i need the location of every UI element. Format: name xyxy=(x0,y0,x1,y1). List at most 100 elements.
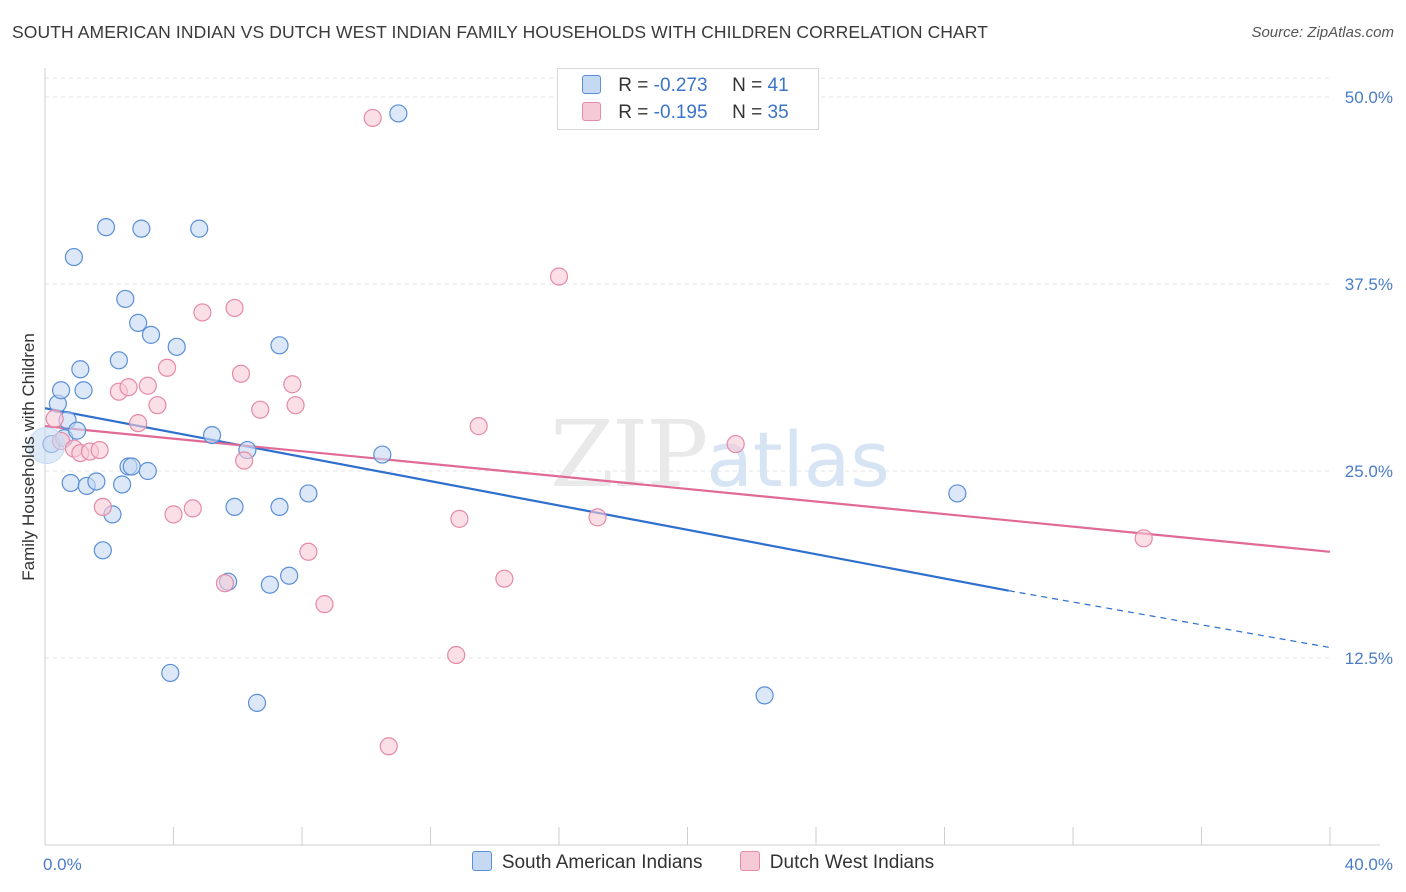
data-point xyxy=(299,484,318,503)
data-point xyxy=(45,409,64,428)
chart-title: SOUTH AMERICAN INDIAN VS DUTCH WEST INDI… xyxy=(12,22,989,42)
data-point xyxy=(270,497,289,517)
legend-swatch-blue xyxy=(471,851,492,871)
y-tick-label: 25.0% xyxy=(1345,462,1393,481)
watermark: ZIPatlas xyxy=(550,401,890,508)
data-point xyxy=(450,509,469,528)
r-value: -0.273 xyxy=(653,75,708,96)
data-point xyxy=(231,364,251,383)
data-point xyxy=(251,400,270,419)
data-point xyxy=(68,421,87,440)
y-tick-label: 12.5% xyxy=(1345,649,1393,668)
data-point xyxy=(193,303,212,322)
legend-label: Dutch West Indians xyxy=(769,852,935,873)
data-point xyxy=(129,313,148,332)
data-point xyxy=(183,499,202,518)
data-point xyxy=(116,289,135,309)
r-label: R = xyxy=(618,102,649,123)
data-point xyxy=(164,505,183,524)
stats-row-south-american: R = -0.273 N = 41 xyxy=(582,75,789,101)
n-value: 35 xyxy=(767,102,789,123)
data-point xyxy=(315,595,334,614)
data-point xyxy=(270,336,289,355)
data-point xyxy=(93,541,112,560)
data-point xyxy=(280,566,299,585)
legend-label: South American Indians xyxy=(501,852,703,873)
data-point xyxy=(129,414,148,433)
series-legend: South American Indians Dutch West Indian… xyxy=(0,851,1406,874)
y-tick-label: 37.5% xyxy=(1345,275,1393,294)
n-value: 41 xyxy=(767,75,789,96)
r-value: -0.195 xyxy=(653,102,708,123)
data-point xyxy=(87,472,106,491)
data-point xyxy=(389,104,408,123)
data-point xyxy=(119,378,138,397)
data-point-cluster xyxy=(28,427,66,465)
data-point xyxy=(190,219,209,238)
data-point xyxy=(549,267,569,286)
data-point xyxy=(588,508,607,527)
tick-labels: 12.5% 25.0% 37.5% 50.0% 0.0% 40.0% xyxy=(43,88,1393,874)
data-point xyxy=(363,108,382,128)
trend-line xyxy=(44,425,1331,553)
data-point xyxy=(447,645,466,665)
data-point xyxy=(299,542,318,561)
y-axis-label: Family Households with Children xyxy=(19,333,38,581)
n-label: N = xyxy=(732,102,763,123)
stats-legend: R = -0.273 N = 41 R = -0.195 N = 35 xyxy=(557,68,819,130)
data-point xyxy=(469,417,488,436)
data-point xyxy=(71,360,90,379)
legend-item-south-american: South American Indians xyxy=(471,851,703,874)
data-point xyxy=(215,574,234,593)
legend-swatch-blue xyxy=(582,75,601,94)
data-point xyxy=(132,219,151,238)
data-point xyxy=(283,375,302,394)
chart-source: Source: ZipAtlas.com xyxy=(1251,24,1394,41)
data-point xyxy=(61,473,80,493)
data-points xyxy=(28,104,1153,756)
data-point xyxy=(122,457,141,476)
series-south-american-indians xyxy=(42,104,967,712)
x-tick-label: 40.0% xyxy=(1345,855,1393,874)
data-point xyxy=(90,440,109,460)
data-point xyxy=(138,376,157,395)
data-point xyxy=(755,686,774,705)
data-point xyxy=(373,445,392,464)
y-tick-label: 50.0% xyxy=(1345,88,1393,107)
series-dutch-west-indians xyxy=(45,108,1153,756)
data-point xyxy=(112,475,132,494)
data-point xyxy=(51,381,71,400)
n-label: N = xyxy=(732,75,763,96)
data-point xyxy=(167,337,186,356)
data-point xyxy=(141,325,161,344)
data-point xyxy=(948,484,967,503)
data-point xyxy=(93,497,112,517)
data-point xyxy=(64,247,84,267)
data-point xyxy=(157,358,177,377)
data-point xyxy=(161,663,180,683)
legend-swatch-pink xyxy=(739,851,760,871)
data-point xyxy=(495,569,514,588)
stats-row-dutch-west: R = -0.195 N = 35 xyxy=(582,102,789,128)
data-point xyxy=(225,497,244,517)
x-tick-label: 0.0% xyxy=(43,855,82,874)
data-point xyxy=(1134,529,1153,548)
legend-item-dutch-west: Dutch West Indians xyxy=(739,851,935,874)
trend-line-extension xyxy=(1008,590,1331,649)
data-point xyxy=(260,575,279,594)
data-point xyxy=(74,381,93,400)
data-point xyxy=(109,351,128,370)
data-point xyxy=(247,693,267,712)
data-point xyxy=(202,425,222,445)
data-point xyxy=(138,461,157,481)
data-point xyxy=(726,434,745,454)
data-point xyxy=(148,396,167,415)
data-point xyxy=(379,737,398,756)
data-point xyxy=(225,298,244,318)
legend-swatch-pink xyxy=(582,102,601,121)
r-label: R = xyxy=(618,75,649,96)
data-point xyxy=(235,451,254,470)
data-point xyxy=(286,396,305,415)
data-point xyxy=(96,218,116,237)
